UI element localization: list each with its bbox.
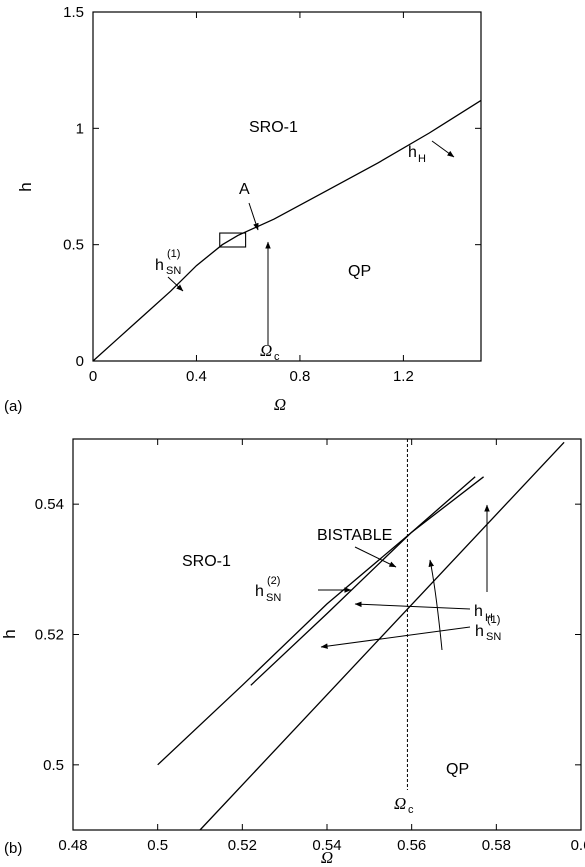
panel-b-hsn1-sup: (1) (487, 614, 500, 626)
panel-a-xlabel: Ω (274, 395, 286, 414)
panel-b-hsn2-sup: (2) (267, 575, 280, 587)
panel-a-region-qp: QP (348, 263, 371, 280)
y-tick-label: 0.52 (35, 627, 64, 644)
x-tick-label: 0.52 (228, 837, 257, 854)
series-line-0 (199, 441, 565, 831)
panel-b-label: (b) (4, 840, 22, 857)
panel-a-hh-label: h (408, 144, 417, 161)
panel-b-region-qp: QP (446, 761, 469, 778)
panel-a-hh-sub: H (418, 153, 426, 165)
panel-b-ylabel: h (0, 629, 19, 638)
panel-b-series (157, 441, 565, 831)
panel-b-hsn1-sub: SN (486, 631, 501, 643)
panel-a-hsn-arrow (167, 276, 184, 292)
panel-b: 0.48 0.5 0.52 0.54 0.56 0.58 0.6 0.5 0.52 0.54 SR… (0, 438, 585, 867)
panel-a-hh-arrow (431, 140, 455, 158)
panel-b-hh-arrow (354, 601, 471, 610)
panel-b-omega-c: Ω (394, 794, 406, 813)
panel-a-omega-c-sub: c (274, 351, 280, 363)
x-tick-label: 0.4 (186, 368, 207, 385)
panel-b-omega-c-sub: c (408, 804, 414, 816)
y-tick-label: 0.5 (43, 757, 64, 774)
x-tick-label: 0.8 (290, 368, 311, 385)
x-tick-label: 0.56 (397, 837, 426, 854)
x-tick-label: 0.58 (482, 837, 511, 854)
x-tick-label: 0.48 (58, 837, 87, 854)
y-tick-label: 0.54 (35, 496, 64, 513)
x-tick-label: 0 (89, 368, 97, 385)
panel-a-box-label: A (239, 181, 250, 198)
panel-b-bistable-label: BISTABLE (317, 527, 392, 544)
panel-b-hsn1-arrow (320, 626, 471, 649)
x-tick-label: 0.6 (571, 837, 585, 854)
panel-b-hh-label: h (474, 603, 483, 620)
panel-b-hsn2-sub: SN (266, 592, 281, 604)
panel-a-ticks: 0 0.4 0.8 1.2 0 0.5 1 1.5 (63, 4, 481, 385)
panel-a-box-arrow (248, 202, 259, 231)
panel-a-region-sro: SRO-1 (249, 119, 298, 136)
series-line-2 (250, 476, 476, 686)
panel-b-hh-sub: H (485, 612, 493, 624)
panel-a-hsn-sub: SN (166, 265, 181, 277)
panel-b-region-sro: SRO-1 (182, 553, 231, 570)
series-line-0 (92, 99, 482, 362)
panel-b-hsn2-label: h (255, 583, 264, 600)
y-tick-label: 0 (76, 353, 84, 370)
panel-a-hsn-label: h (155, 257, 164, 274)
panel-a-ylabel: h (16, 182, 35, 191)
panel-a-hsn-sup: (1) (167, 248, 180, 260)
y-tick-label: 1.5 (63, 4, 84, 21)
panel-b-xlabel: Ω (321, 848, 333, 867)
panel-a-zoom-box (219, 232, 247, 248)
x-tick-label: 1.2 (393, 368, 414, 385)
panel-b-hsn1-label: h (475, 623, 484, 640)
panel-a-frame (92, 11, 482, 362)
panel-b-frame (72, 438, 582, 831)
y-tick-label: 1 (76, 120, 84, 137)
series-line-1 (157, 476, 484, 766)
panel-b-bistable-arrow (354, 546, 397, 568)
x-tick-label: 0.5 (147, 837, 168, 854)
panel-b-hsn1-curve-arrow (428, 559, 443, 651)
panel-a: 0 0.4 0.8 1.2 0 0.5 1 1.5 SRO-1 QP A h SN (1) h… (4, 4, 482, 415)
panel-b-ticks: 0.48 0.5 0.52 0.54 0.56 0.58 0.6 0.5 0.52 0.54 (35, 439, 585, 854)
panel-a-label: (a) (4, 398, 22, 415)
x-tick-label: 0.54 (312, 837, 341, 854)
panel-a-omega-c: Ω (260, 341, 272, 360)
y-tick-label: 0.5 (63, 237, 84, 254)
panel-a-series (92, 99, 482, 362)
